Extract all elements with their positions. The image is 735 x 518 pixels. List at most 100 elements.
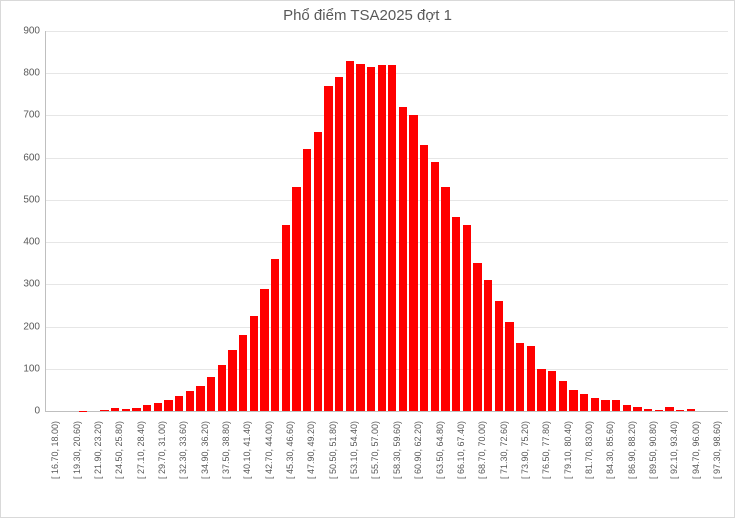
bar-slot xyxy=(558,31,569,411)
chart-title: Phổ điểm TSA2025 đợt 1 xyxy=(1,7,734,24)
bar xyxy=(186,391,194,411)
x-label-slot xyxy=(248,417,259,517)
bar-slot xyxy=(536,31,547,411)
bar xyxy=(591,398,599,411)
bar xyxy=(143,405,151,411)
bar xyxy=(314,132,322,411)
bar-slot xyxy=(408,31,419,411)
x-axis-labels: [ 16.70, 18.00)[ 19.30, 20.60)[ 21.90, 2… xyxy=(45,417,728,517)
bar-slot xyxy=(355,31,366,411)
x-label-slot: [ 27.10, 28.40) xyxy=(130,417,141,517)
bar-slot xyxy=(291,31,302,411)
x-label-slot: [ 58.30, 59.60) xyxy=(387,417,398,517)
bar-slot xyxy=(515,31,526,411)
bar-slot xyxy=(632,31,643,411)
x-label-slot xyxy=(632,417,643,517)
bar-slot xyxy=(621,31,632,411)
bar-slot xyxy=(185,31,196,411)
x-label-slot: [ 55.70, 57.00) xyxy=(365,417,376,517)
x-label-slot xyxy=(440,417,451,517)
bar xyxy=(676,410,684,411)
x-label-slot xyxy=(504,417,515,517)
bar xyxy=(612,400,620,411)
bar-slot xyxy=(462,31,473,411)
bar xyxy=(378,65,386,411)
bar-slot xyxy=(57,31,68,411)
bar xyxy=(346,61,354,411)
x-label-slot xyxy=(376,417,387,517)
bar-slot xyxy=(717,31,728,411)
x-label-slot: [ 97.30, 98.60) xyxy=(707,417,718,517)
bar-slot xyxy=(398,31,409,411)
bar xyxy=(260,289,268,411)
bar-slot xyxy=(67,31,78,411)
x-label-slot: [ 89.50, 90.80) xyxy=(643,417,654,517)
x-label-slot: [ 66.10, 67.40) xyxy=(451,417,462,517)
bar-slot xyxy=(366,31,377,411)
x-label-slot xyxy=(717,417,728,517)
bar xyxy=(335,77,343,411)
bar xyxy=(399,107,407,411)
x-label-slot xyxy=(205,417,216,517)
bar-slot xyxy=(99,31,110,411)
bar-slot xyxy=(142,31,153,411)
y-tick-label: 600 xyxy=(23,152,46,163)
x-label-slot xyxy=(226,417,237,517)
bar-slot xyxy=(110,31,121,411)
x-label-slot: [ 50.50, 51.80) xyxy=(322,417,333,517)
x-label-slot xyxy=(56,417,67,517)
y-tick-label: 800 xyxy=(23,68,46,79)
bar-slot xyxy=(696,31,707,411)
bar-slot xyxy=(430,31,441,411)
x-label-slot: [ 86.90, 88.20) xyxy=(621,417,632,517)
bar xyxy=(196,386,204,411)
bar-slot xyxy=(472,31,483,411)
bar xyxy=(122,409,130,411)
x-label-slot xyxy=(461,417,472,517)
x-label-slot: [ 19.30, 20.60) xyxy=(66,417,77,517)
bar-slot xyxy=(195,31,206,411)
x-label-slot: [ 21.90, 23.20) xyxy=(88,417,99,517)
bar xyxy=(356,64,364,411)
bar-slot xyxy=(259,31,270,411)
bar-slot xyxy=(89,31,100,411)
x-label-slot: [ 40.10, 41.40) xyxy=(237,417,248,517)
bar-slot xyxy=(440,31,451,411)
bar-slot xyxy=(174,31,185,411)
bar xyxy=(516,343,524,411)
x-label-slot: [ 34.90, 36.20) xyxy=(194,417,205,517)
bar xyxy=(111,408,119,411)
bar-slot xyxy=(504,31,515,411)
bar-slot xyxy=(451,31,462,411)
bar xyxy=(303,149,311,411)
bar-slot xyxy=(248,31,259,411)
bar xyxy=(292,187,300,411)
x-label-slot: [ 60.90, 62.20) xyxy=(408,417,419,517)
chart-frame: Phổ điểm TSA2025 đợt 1 01002003004005006… xyxy=(0,0,735,518)
x-label-slot xyxy=(184,417,195,517)
bar-slot xyxy=(568,31,579,411)
bar xyxy=(473,263,481,411)
bar-slot xyxy=(600,31,611,411)
bar xyxy=(537,369,545,411)
bar xyxy=(463,225,471,411)
x-label-slot xyxy=(120,417,131,517)
x-label-slot: [ 68.70, 70.00) xyxy=(472,417,483,517)
bar xyxy=(548,371,556,411)
x-label-slot xyxy=(333,417,344,517)
y-tick-label: 0 xyxy=(34,406,46,417)
bar-slot xyxy=(547,31,558,411)
bar-slot xyxy=(526,31,537,411)
x-label-slot xyxy=(568,417,579,517)
x-label-slot xyxy=(589,417,600,517)
bar-slot xyxy=(217,31,228,411)
bar xyxy=(431,162,439,411)
bar-slot xyxy=(153,31,164,411)
x-label-slot xyxy=(547,417,558,517)
bar-slot xyxy=(653,31,664,411)
bar xyxy=(569,390,577,411)
bar-slot xyxy=(685,31,696,411)
bar-slot xyxy=(334,31,345,411)
bar xyxy=(164,400,172,411)
bar-slot xyxy=(312,31,323,411)
